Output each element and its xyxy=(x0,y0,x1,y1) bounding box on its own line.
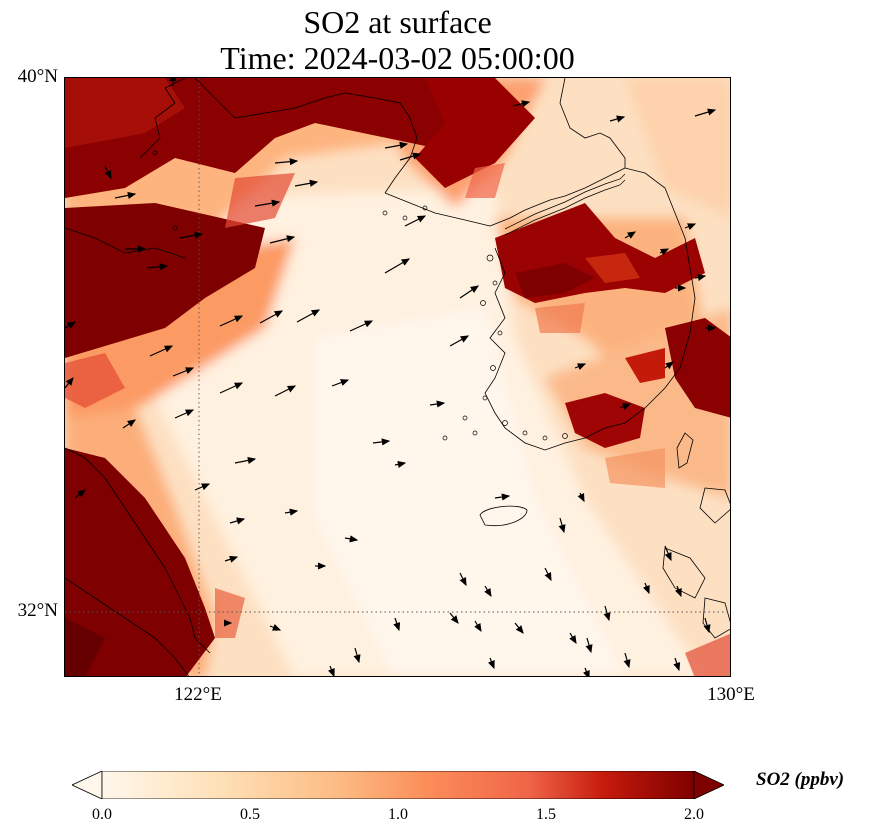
wind-arrow xyxy=(296,309,321,323)
wind-arrow xyxy=(331,379,350,387)
coastal-islands xyxy=(152,150,568,441)
wind-arrow xyxy=(694,273,707,281)
map-timestamp: Time: 2024-03-02 05:00:00 xyxy=(220,40,575,76)
lon-tick-130: 130°E xyxy=(707,684,755,705)
wind-vector-field xyxy=(65,78,717,676)
wind-arrow xyxy=(269,235,296,244)
wind-arrow xyxy=(558,517,566,534)
wind-arrow xyxy=(65,321,77,329)
wind-arrow xyxy=(673,657,681,672)
wind-arrow xyxy=(449,612,459,624)
wind-arrow xyxy=(254,199,281,207)
wind-arrow xyxy=(582,667,590,676)
lat-tick-32: 32°N xyxy=(17,600,58,621)
colorbar-tick: 2.0 xyxy=(684,806,704,823)
wind-arrow xyxy=(609,115,626,123)
wind-arrow xyxy=(642,582,650,595)
wind-arrow xyxy=(484,585,492,598)
wind-arrow xyxy=(664,545,672,562)
wind-arrow xyxy=(384,258,411,274)
wind-arrow xyxy=(429,400,446,408)
map-plot-area xyxy=(64,77,731,677)
wind-arrow xyxy=(219,315,244,327)
wind-arrow xyxy=(274,158,299,166)
wind-arrow xyxy=(659,248,670,256)
colorbar-gradient xyxy=(101,771,695,799)
wind-arrow xyxy=(684,223,697,231)
wind-arrow xyxy=(149,345,174,357)
wind-arrow xyxy=(146,263,169,271)
wind-arrow xyxy=(172,367,195,377)
colorbar-tick: 1.5 xyxy=(536,806,556,823)
wind-arrow xyxy=(269,623,282,631)
wind-arrow xyxy=(74,489,86,499)
coastlines xyxy=(65,78,730,676)
wind-arrow xyxy=(544,567,552,582)
wind-arrow xyxy=(219,382,244,394)
wind-arrow xyxy=(372,438,391,446)
wind-arrow xyxy=(664,361,674,370)
wind-arrow xyxy=(512,100,531,108)
wind-arrow xyxy=(65,377,74,389)
wind-arrow xyxy=(674,585,682,598)
wind-arrow xyxy=(459,572,467,587)
wind-arrow xyxy=(174,409,195,419)
wind-arrow xyxy=(703,617,711,634)
wind-arrow xyxy=(487,657,495,670)
wind-arrow xyxy=(619,403,632,411)
colorbar-tick: 1.0 xyxy=(388,806,408,823)
colorbar-tick: 0.0 xyxy=(92,806,112,823)
wind-arrow xyxy=(393,617,401,632)
wind-arrow xyxy=(194,483,211,491)
wind-arrow xyxy=(259,310,284,324)
wind-arrow xyxy=(224,555,239,563)
wind-arrow xyxy=(384,141,409,149)
wind-arrow xyxy=(624,231,637,239)
colorbar-tick: 0.5 xyxy=(240,806,260,823)
wind-arrow xyxy=(234,456,257,464)
wind-arrow xyxy=(114,191,137,199)
wind-arrow xyxy=(349,320,374,332)
colorbar xyxy=(72,771,724,799)
colorbar-extend-low xyxy=(72,771,103,799)
wind-arrow xyxy=(229,517,246,525)
wind-arrow xyxy=(623,652,631,669)
so2-medium-concentration xyxy=(65,163,730,676)
wind-arrow xyxy=(514,622,524,634)
colorbar-label: SO2 (ppbv) xyxy=(756,769,845,790)
wind-arrow xyxy=(344,535,359,543)
wind-arrow xyxy=(574,363,587,371)
lat-tick-40: 40°N xyxy=(17,66,58,87)
wind-arrow xyxy=(585,637,593,654)
wind-arrow xyxy=(459,285,479,299)
wind-arrow xyxy=(353,647,361,664)
wind-arrow xyxy=(104,165,112,180)
wind-arrow xyxy=(394,460,407,468)
lon-tick-122: 122°E xyxy=(174,684,222,705)
wind-arrow xyxy=(274,385,297,397)
colorbar-extend-high xyxy=(693,771,724,799)
wind-arrow xyxy=(404,215,427,227)
wind-arrow xyxy=(179,231,204,239)
wind-arrow xyxy=(577,492,585,503)
wind-arrow xyxy=(694,108,717,117)
wind-arrow xyxy=(569,632,577,645)
wind-arrow xyxy=(284,508,299,516)
wind-arrow xyxy=(603,605,611,622)
wind-arrow xyxy=(399,152,422,161)
wind-arrow xyxy=(327,665,335,676)
wind-arrow xyxy=(494,493,511,501)
border-line-2 xyxy=(504,179,626,236)
map-gridlines xyxy=(65,78,730,676)
wind-arrow xyxy=(449,335,470,347)
wind-arrow xyxy=(294,179,319,187)
wind-arrow xyxy=(474,620,482,633)
map-title: SO2 at surface xyxy=(303,4,492,40)
wind-arrow xyxy=(122,419,136,429)
so2-map-canvas xyxy=(65,78,730,676)
border-line xyxy=(504,173,626,230)
